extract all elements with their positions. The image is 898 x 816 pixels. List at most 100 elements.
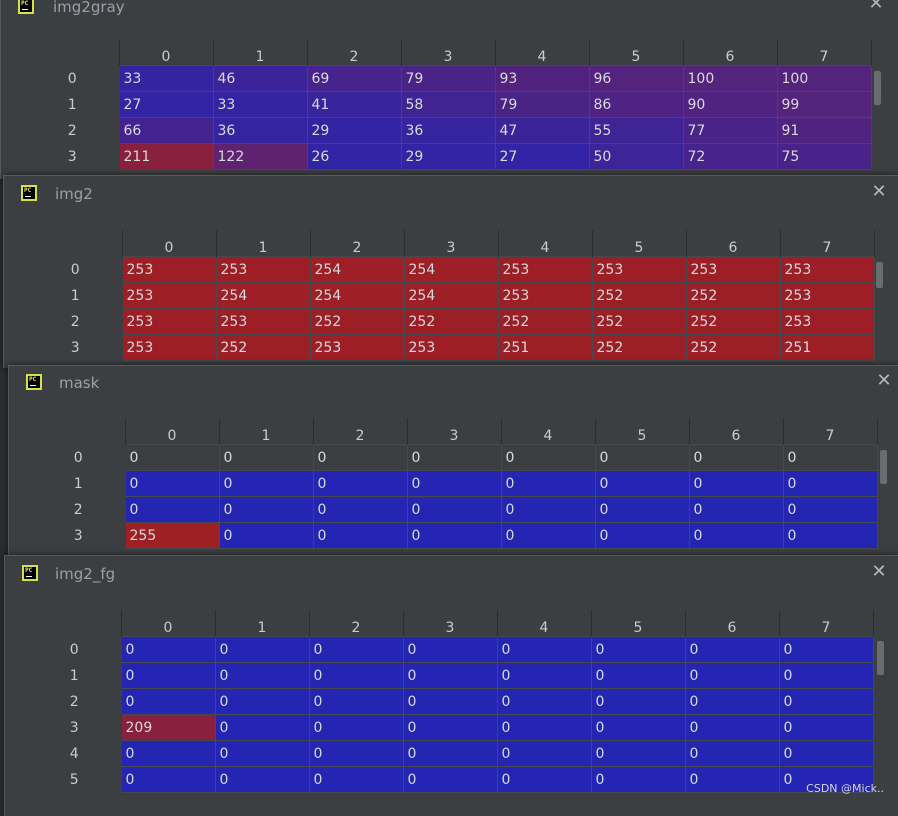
table-cell[interactable]: 255 — [124, 522, 220, 549]
row-header[interactable]: 4 — [27, 740, 122, 767]
table-cell[interactable]: 0 — [406, 444, 502, 471]
table-cell[interactable]: 0 — [684, 662, 780, 689]
column-header[interactable]: 2 — [313, 418, 408, 445]
table-cell[interactable]: 0 — [120, 766, 216, 793]
close-icon[interactable]: ✕ — [876, 370, 892, 391]
table-cell[interactable]: 0 — [214, 766, 310, 793]
table-cell[interactable]: 0 — [120, 688, 216, 715]
table-cell[interactable]: 72 — [682, 143, 778, 170]
table-cell[interactable]: 26 — [306, 143, 402, 170]
column-header[interactable]: 7 — [777, 39, 872, 66]
table-cell[interactable]: 0 — [312, 522, 408, 549]
table-cell[interactable]: 253 — [779, 256, 875, 283]
table-cell[interactable]: 0 — [218, 522, 314, 549]
table-cell[interactable]: 0 — [496, 662, 592, 689]
table-cell[interactable]: 253 — [779, 308, 875, 335]
row-header[interactable]: 2 — [31, 496, 126, 523]
table-cell[interactable]: 0 — [312, 444, 408, 471]
table-cell[interactable]: 252 — [591, 282, 687, 309]
column-header[interactable]: 3 — [404, 230, 499, 257]
row-header[interactable]: 0 — [31, 444, 126, 471]
column-header[interactable]: 1 — [216, 230, 311, 257]
table-cell[interactable]: 0 — [406, 470, 502, 497]
row-header[interactable]: 0 — [28, 256, 123, 283]
vertical-scrollbar[interactable] — [876, 638, 885, 808]
table-cell[interactable]: 0 — [594, 522, 690, 549]
table-cell[interactable]: 99 — [776, 91, 872, 118]
table-cell[interactable]: 253 — [497, 256, 593, 283]
table-cell[interactable]: 0 — [308, 766, 404, 793]
row-header[interactable]: 2 — [27, 688, 122, 715]
table-cell[interactable]: 0 — [218, 470, 314, 497]
table-cell[interactable]: 79 — [494, 91, 590, 118]
table-cell[interactable]: 0 — [312, 470, 408, 497]
table-cell[interactable]: 27 — [494, 143, 590, 170]
table-cell[interactable]: 0 — [778, 688, 874, 715]
vertical-scrollbar[interactable] — [879, 447, 888, 557]
table-cell[interactable]: 0 — [782, 496, 878, 523]
table-cell[interactable]: 0 — [402, 766, 498, 793]
window-titlebar[interactable]: PC img2_fg ✕ — [5, 556, 898, 596]
table-cell[interactable]: 0 — [778, 662, 874, 689]
table-cell[interactable]: 0 — [124, 470, 220, 497]
table-cell[interactable]: 253 — [309, 334, 405, 361]
table-cell[interactable]: 0 — [308, 740, 404, 767]
row-header[interactable]: 3 — [28, 334, 123, 361]
table-cell[interactable]: 41 — [306, 91, 402, 118]
table-cell[interactable]: 252 — [309, 308, 405, 335]
table-cell[interactable]: 0 — [590, 714, 686, 741]
table-cell[interactable]: 254 — [309, 256, 405, 283]
table-cell[interactable]: 0 — [214, 688, 310, 715]
close-icon[interactable]: ✕ — [871, 181, 887, 202]
column-header[interactable]: 0 — [125, 418, 220, 445]
table-cell[interactable]: 0 — [590, 766, 686, 793]
row-header[interactable]: 0 — [25, 65, 120, 92]
column-header[interactable]: 4 — [501, 418, 596, 445]
table-cell[interactable]: 0 — [402, 688, 498, 715]
table-cell[interactable]: 253 — [215, 308, 311, 335]
column-header[interactable]: 2 — [307, 39, 402, 66]
table-cell[interactable]: 0 — [594, 470, 690, 497]
vertical-scrollbar[interactable] — [873, 67, 882, 177]
table-cell[interactable]: 253 — [685, 256, 781, 283]
row-header[interactable]: 2 — [25, 117, 120, 144]
table-cell[interactable]: 91 — [776, 117, 872, 144]
table-cell[interactable]: 55 — [588, 117, 684, 144]
column-header[interactable]: 2 — [309, 610, 404, 637]
table-cell[interactable]: 33 — [118, 65, 214, 92]
table-cell[interactable]: 254 — [403, 282, 499, 309]
table-cell[interactable]: 0 — [124, 444, 220, 471]
table-cell[interactable]: 36 — [400, 117, 496, 144]
column-header[interactable]: 6 — [689, 418, 784, 445]
table-cell[interactable]: 36 — [212, 117, 308, 144]
table-cell[interactable]: 0 — [500, 444, 596, 471]
table-cell[interactable]: 58 — [400, 91, 496, 118]
table-cell[interactable]: 252 — [685, 334, 781, 361]
row-header[interactable]: 0 — [27, 636, 122, 663]
column-header[interactable]: 7 — [779, 610, 874, 637]
table-cell[interactable]: 0 — [782, 522, 878, 549]
table-cell[interactable]: 29 — [306, 117, 402, 144]
table-cell[interactable]: 254 — [309, 282, 405, 309]
table-cell[interactable]: 69 — [306, 65, 402, 92]
table-cell[interactable]: 96 — [588, 65, 684, 92]
table-cell[interactable]: 252 — [591, 308, 687, 335]
window-titlebar[interactable]: PC img2gray ✕ — [1, 0, 898, 29]
table-cell[interactable]: 66 — [118, 117, 214, 144]
window-titlebar[interactable]: PC img2 ✕ — [4, 176, 898, 216]
table-cell[interactable]: 0 — [496, 714, 592, 741]
table-cell[interactable]: 93 — [494, 65, 590, 92]
table-cell[interactable]: 0 — [590, 662, 686, 689]
table-cell[interactable]: 0 — [308, 688, 404, 715]
table-cell[interactable]: 253 — [121, 308, 217, 335]
table-cell[interactable]: 0 — [120, 662, 216, 689]
table-cell[interactable]: 0 — [684, 740, 780, 767]
table-cell[interactable]: 0 — [214, 740, 310, 767]
table-cell[interactable]: 77 — [682, 117, 778, 144]
table-cell[interactable]: 100 — [682, 65, 778, 92]
table-cell[interactable]: 0 — [120, 636, 216, 663]
scrollbar-thumb[interactable] — [876, 262, 883, 288]
table-cell[interactable]: 0 — [778, 740, 874, 767]
row-header[interactable]: 1 — [25, 91, 120, 118]
table-cell[interactable]: 253 — [215, 256, 311, 283]
